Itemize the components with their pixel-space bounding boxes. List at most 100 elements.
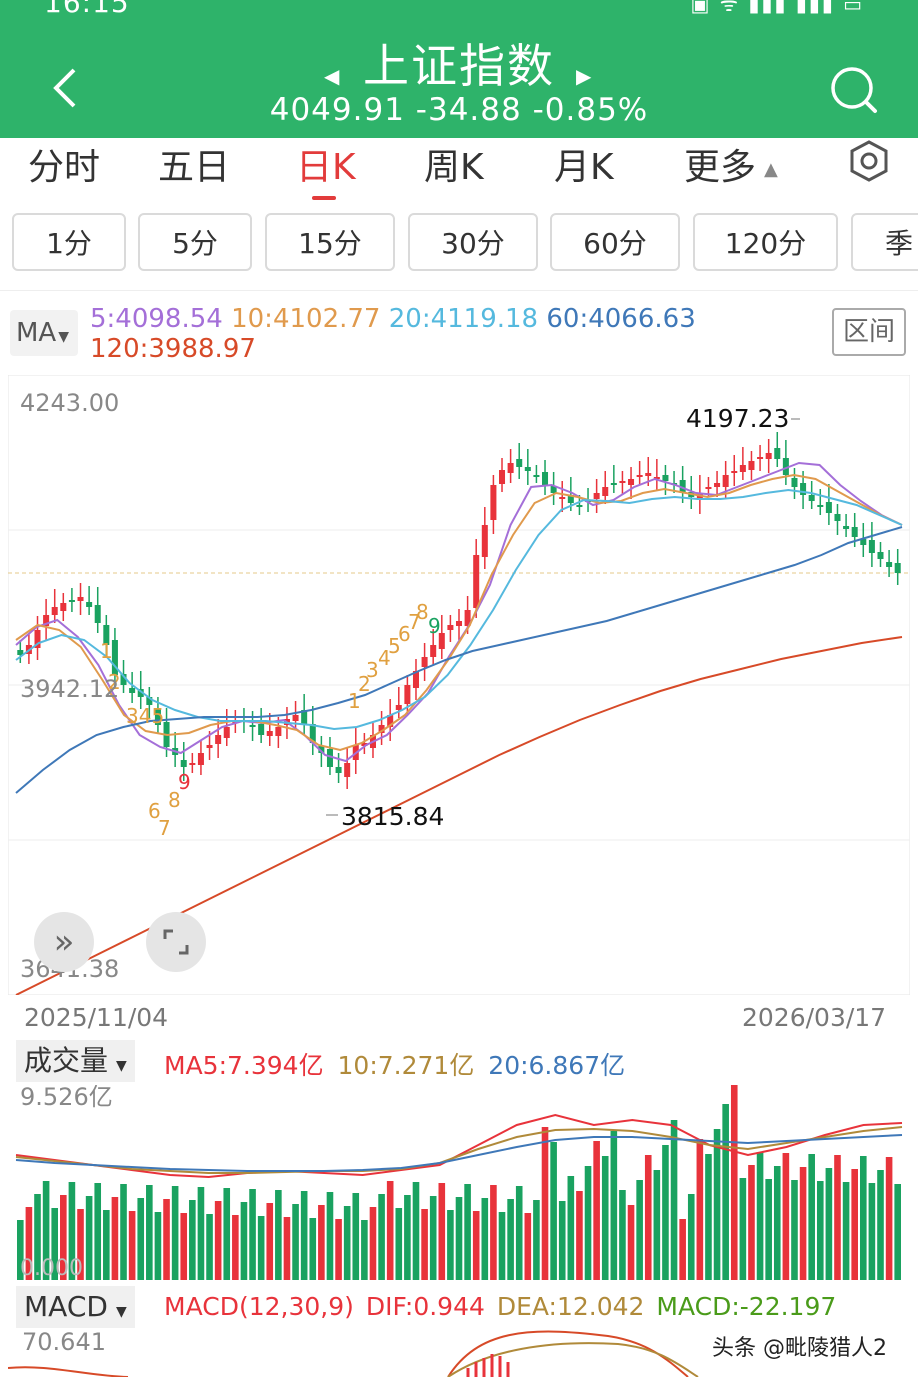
volume-bar bbox=[111, 1197, 119, 1280]
tab-weekly-k[interactable]: 周K bbox=[424, 147, 484, 188]
range-button[interactable]: 区间 bbox=[832, 308, 906, 356]
status-time: 16:15 bbox=[44, 0, 130, 19]
volume-bar bbox=[42, 1181, 50, 1280]
volume-bar bbox=[343, 1206, 351, 1280]
macd-chart[interactable] bbox=[8, 1320, 910, 1377]
candle-body bbox=[507, 463, 514, 473]
volume-bar bbox=[472, 1211, 480, 1280]
fast-forward-icon[interactable]: » bbox=[34, 912, 94, 972]
volume-max-label: 9.526亿 bbox=[20, 1085, 113, 1111]
candle-body bbox=[705, 487, 712, 489]
candle-body bbox=[206, 745, 213, 748]
volume-bar bbox=[17, 1220, 24, 1280]
tab-more[interactable]: 更多 ▲ bbox=[684, 138, 778, 190]
candle-body bbox=[559, 497, 566, 499]
td-mark: 2 bbox=[108, 670, 121, 694]
volume-bar bbox=[584, 1166, 592, 1280]
search-icon[interactable] bbox=[828, 64, 880, 116]
volume-bar bbox=[662, 1145, 669, 1280]
vol-ma20-line bbox=[15, 1134, 903, 1172]
candle-body bbox=[490, 485, 497, 520]
volume-bar bbox=[765, 1179, 772, 1280]
volume-bar bbox=[240, 1202, 248, 1280]
candle-body bbox=[825, 502, 832, 513]
volume-bar bbox=[567, 1176, 575, 1280]
volume-bar bbox=[679, 1219, 686, 1280]
interval-quarter-button[interactable]: 季 bbox=[851, 213, 918, 271]
macd-selector[interactable]: MACD ▼ bbox=[16, 1286, 135, 1328]
candle-body bbox=[653, 477, 660, 479]
tab-daily-k[interactable]: 日K bbox=[296, 147, 356, 188]
prev-index-icon[interactable]: ◀ bbox=[324, 64, 340, 88]
candle-body bbox=[782, 458, 789, 475]
volume-bar bbox=[808, 1154, 815, 1280]
interval-60min-button[interactable]: 60分 bbox=[550, 213, 680, 271]
vol-ma10-line bbox=[15, 1126, 903, 1174]
back-arrow-icon[interactable] bbox=[44, 66, 88, 110]
macd-legend: MACD(12,30,9) DIF:0.944 DEA:12.042 MACD:… bbox=[164, 1292, 836, 1321]
candle-body bbox=[258, 724, 265, 735]
candle-body bbox=[679, 480, 686, 493]
interval-5min-button[interactable]: 5分 bbox=[138, 213, 252, 271]
volume-bar bbox=[395, 1208, 403, 1280]
app-header: 16:15 ▣ ᯤ ▮▮▮ ▮▮▮ ▭ ◀ 上证指数 ▶ 4049.91 -34… bbox=[0, 0, 918, 138]
volume-bar bbox=[644, 1155, 652, 1280]
interval-120min-button[interactable]: 120分 bbox=[693, 213, 838, 271]
candle-body bbox=[834, 514, 841, 521]
ma10-line bbox=[15, 473, 903, 752]
candle-body bbox=[567, 495, 574, 503]
candle-body bbox=[524, 467, 531, 471]
volume-bar bbox=[447, 1210, 454, 1280]
active-tab-indicator bbox=[312, 196, 336, 200]
td-mark: 7 bbox=[408, 610, 421, 634]
caret-down-icon: ▼ bbox=[116, 1058, 127, 1074]
candle-body bbox=[757, 457, 764, 459]
volume-bar bbox=[877, 1170, 884, 1280]
interval-30min-button[interactable]: 30分 bbox=[408, 213, 538, 271]
candle-body bbox=[722, 475, 729, 487]
volume-bar bbox=[34, 1194, 41, 1280]
fullscreen-icon[interactable] bbox=[146, 912, 206, 972]
candle-body bbox=[266, 731, 273, 736]
candle-body bbox=[542, 472, 549, 485]
volume-bar bbox=[266, 1203, 274, 1280]
volume-bar bbox=[670, 1120, 678, 1280]
candle-body bbox=[455, 621, 463, 626]
candle-body bbox=[843, 526, 850, 529]
interval-1min-button[interactable]: 1分 bbox=[12, 213, 126, 271]
volume-bar bbox=[627, 1205, 635, 1280]
volume-bar bbox=[748, 1165, 755, 1280]
td-mark: 9 bbox=[178, 770, 191, 794]
candle-body bbox=[739, 465, 746, 472]
ma60-value: 60:4066.63 bbox=[546, 304, 696, 334]
tab-intraday[interactable]: 分时 bbox=[28, 147, 101, 188]
volume-bar bbox=[816, 1181, 824, 1280]
status-bar: 16:15 ▣ ᯤ ▮▮▮ ▮▮▮ ▭ bbox=[0, 0, 918, 20]
candle-body bbox=[533, 475, 540, 477]
candle-body bbox=[387, 715, 394, 727]
volume-chart[interactable]: 9.526亿 0.000 bbox=[8, 1085, 910, 1280]
candle-body bbox=[464, 610, 471, 626]
td-mark: 4 bbox=[378, 646, 391, 670]
candle-body bbox=[791, 478, 798, 487]
candle-body bbox=[301, 710, 308, 725]
interval-15min-button[interactable]: 15分 bbox=[265, 213, 395, 271]
candle-body bbox=[868, 540, 875, 553]
candle-body bbox=[146, 697, 153, 705]
vol-ma5-value: MA5:7.394亿 bbox=[164, 1051, 324, 1080]
volume-bar bbox=[51, 1208, 59, 1280]
ma-selector[interactable]: MA ▼ bbox=[10, 310, 78, 356]
next-index-icon[interactable]: ▶ bbox=[576, 64, 592, 88]
volume-selector[interactable]: 成交量 ▼ bbox=[16, 1040, 135, 1082]
candle-body bbox=[748, 461, 755, 470]
candle-body bbox=[447, 625, 454, 630]
volume-bar bbox=[335, 1219, 342, 1280]
candle-body bbox=[800, 483, 807, 495]
candle-body bbox=[51, 607, 58, 615]
tab-monthly-k[interactable]: 月K bbox=[554, 147, 614, 188]
tab-five-day[interactable]: 五日 bbox=[158, 147, 231, 188]
settings-gear-icon[interactable] bbox=[848, 140, 890, 182]
candle-body bbox=[77, 597, 84, 601]
ma20-value: 20:4119.18 bbox=[388, 304, 539, 334]
